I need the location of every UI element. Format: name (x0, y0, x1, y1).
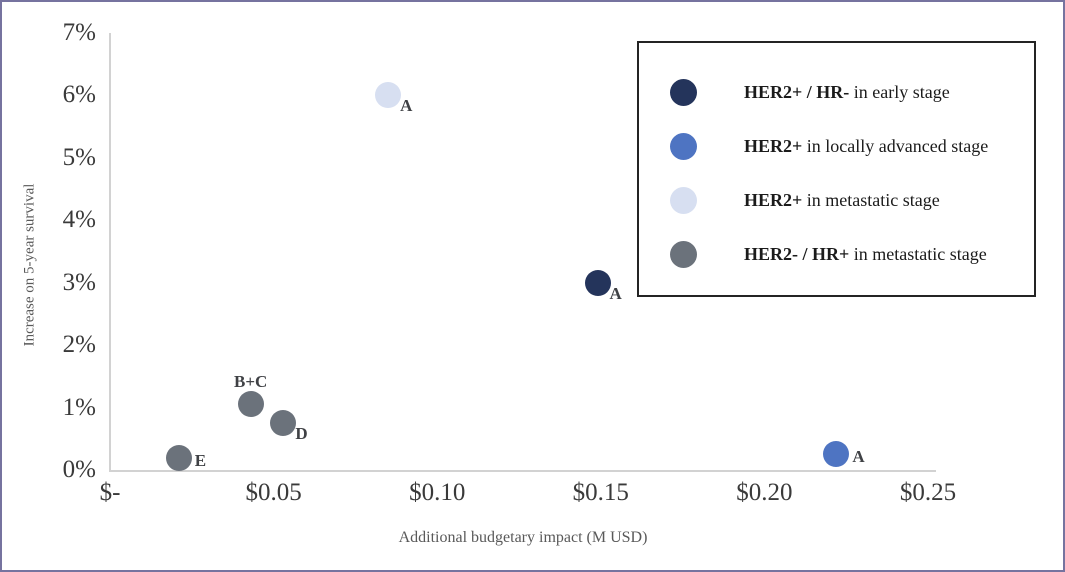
data-point-label: B+C (234, 372, 268, 392)
legend: HER2+ / HR- in early stage HER2+ in local… (637, 41, 1036, 297)
data-point-D (270, 410, 297, 437)
y-axis-tick-label: 4% (62, 206, 96, 234)
data-point-A (584, 269, 611, 296)
data-point-label: A (852, 447, 865, 467)
legend-label: HER2- / HR+ in metastatic stage (744, 244, 987, 265)
legend-item: HER2+ in metastatic stage (639, 187, 1034, 215)
legend-item: HER2- / HR+ in metastatic stage (639, 241, 1034, 269)
legend-item: HER2+ in locally advanced stage (639, 132, 1034, 160)
legend-label: HER2+ in metastatic stage (744, 190, 940, 211)
data-point-label: D (295, 424, 308, 444)
data-point-A (375, 82, 402, 109)
y-axis-tick-label: 1% (62, 393, 96, 421)
y-axis-tick-label: 3% (62, 268, 96, 296)
x-axis-tick-label: $0.10 (409, 479, 466, 506)
x-axis-title: Additional budgetary impact (M USD) (398, 529, 648, 546)
legend-marker-icon (670, 78, 697, 106)
legend-marker-icon (670, 132, 697, 160)
legend-marker-icon (670, 241, 697, 269)
y-axis-tick-label: 0% (62, 456, 96, 483)
y-axis-tick-label: 7% (62, 19, 96, 46)
data-point-A (823, 441, 850, 468)
x-axis-tick-label: $0.15 (572, 479, 629, 506)
legend-label: HER2+ / HR- in early stage (744, 81, 950, 102)
y-axis-tick-label: 6% (62, 81, 96, 109)
legend-item: HER2+ / HR- in early stage (639, 78, 1034, 106)
x-axis-line (109, 470, 936, 472)
x-axis-tick-label: $0.25 (899, 479, 957, 506)
x-axis-tick-label: $0.20 (736, 479, 793, 506)
legend-marker-icon (670, 187, 697, 215)
x-axis-tick-label: $- (99, 479, 121, 506)
data-point-B+C (237, 391, 264, 418)
x-axis-tick-label: $0.05 (245, 479, 302, 506)
y-axis-tick-label: 2% (62, 331, 96, 359)
y-axis-tick-label: 5% (62, 143, 96, 171)
data-point-label: A (609, 283, 622, 303)
y-axis-title: Increase on 5-year survival (21, 183, 38, 347)
data-point-label: E (194, 450, 207, 470)
data-point-label: A (400, 96, 413, 116)
data-point-E (165, 444, 192, 471)
legend-label: HER2+ in locally advanced stage (744, 135, 989, 156)
y-axis-line (109, 33, 111, 471)
